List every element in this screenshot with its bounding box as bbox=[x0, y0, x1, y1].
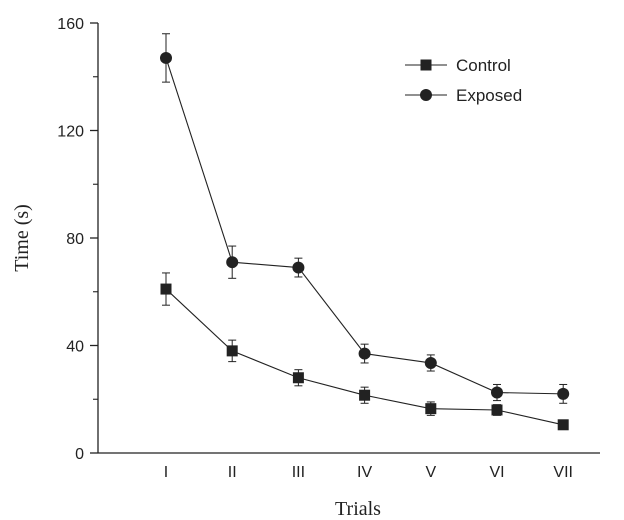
legend-label-exposed: Exposed bbox=[456, 86, 522, 105]
data-point-exposed bbox=[160, 51, 172, 64]
data-point-exposed bbox=[226, 256, 239, 269]
x-axis-title: Trials bbox=[335, 498, 381, 520]
legend-marker-control bbox=[420, 59, 432, 71]
x-tick-label: I bbox=[164, 464, 168, 481]
x-tick-label: II bbox=[228, 464, 237, 481]
series-line-exposed bbox=[165, 57, 564, 395]
legend-marker-exposed bbox=[420, 89, 432, 101]
data-point-control bbox=[292, 372, 304, 384]
series-lines bbox=[165, 57, 564, 426]
data-markers bbox=[160, 51, 570, 431]
data-point-control bbox=[425, 403, 437, 415]
y-tick-label: 40 bbox=[66, 339, 84, 356]
x-tick-label: III bbox=[292, 464, 305, 481]
y-tick-label: 160 bbox=[57, 16, 84, 33]
data-point-control bbox=[160, 283, 172, 295]
data-point-control bbox=[491, 404, 503, 416]
y-tick-label: 120 bbox=[57, 124, 84, 141]
data-point-exposed bbox=[424, 356, 437, 369]
y-tick-label: 80 bbox=[66, 231, 84, 248]
x-tick-label: VI bbox=[489, 464, 504, 481]
x-tick-label: IV bbox=[357, 464, 372, 481]
legend-label-control: Control bbox=[456, 56, 511, 75]
data-point-control bbox=[226, 345, 238, 357]
data-point-control bbox=[557, 419, 569, 431]
data-point-exposed bbox=[292, 261, 305, 274]
data-point-exposed bbox=[491, 386, 503, 399]
data-point-exposed bbox=[358, 347, 371, 360]
y-axis-title: Time (s) bbox=[11, 204, 33, 272]
y-tick-label: 0 bbox=[75, 446, 84, 463]
x-tick-label: VII bbox=[553, 464, 573, 481]
legend: Control Exposed bbox=[405, 56, 522, 105]
data-point-control bbox=[359, 389, 371, 401]
x-tick-label: V bbox=[425, 464, 436, 481]
data-point-exposed bbox=[557, 387, 570, 400]
